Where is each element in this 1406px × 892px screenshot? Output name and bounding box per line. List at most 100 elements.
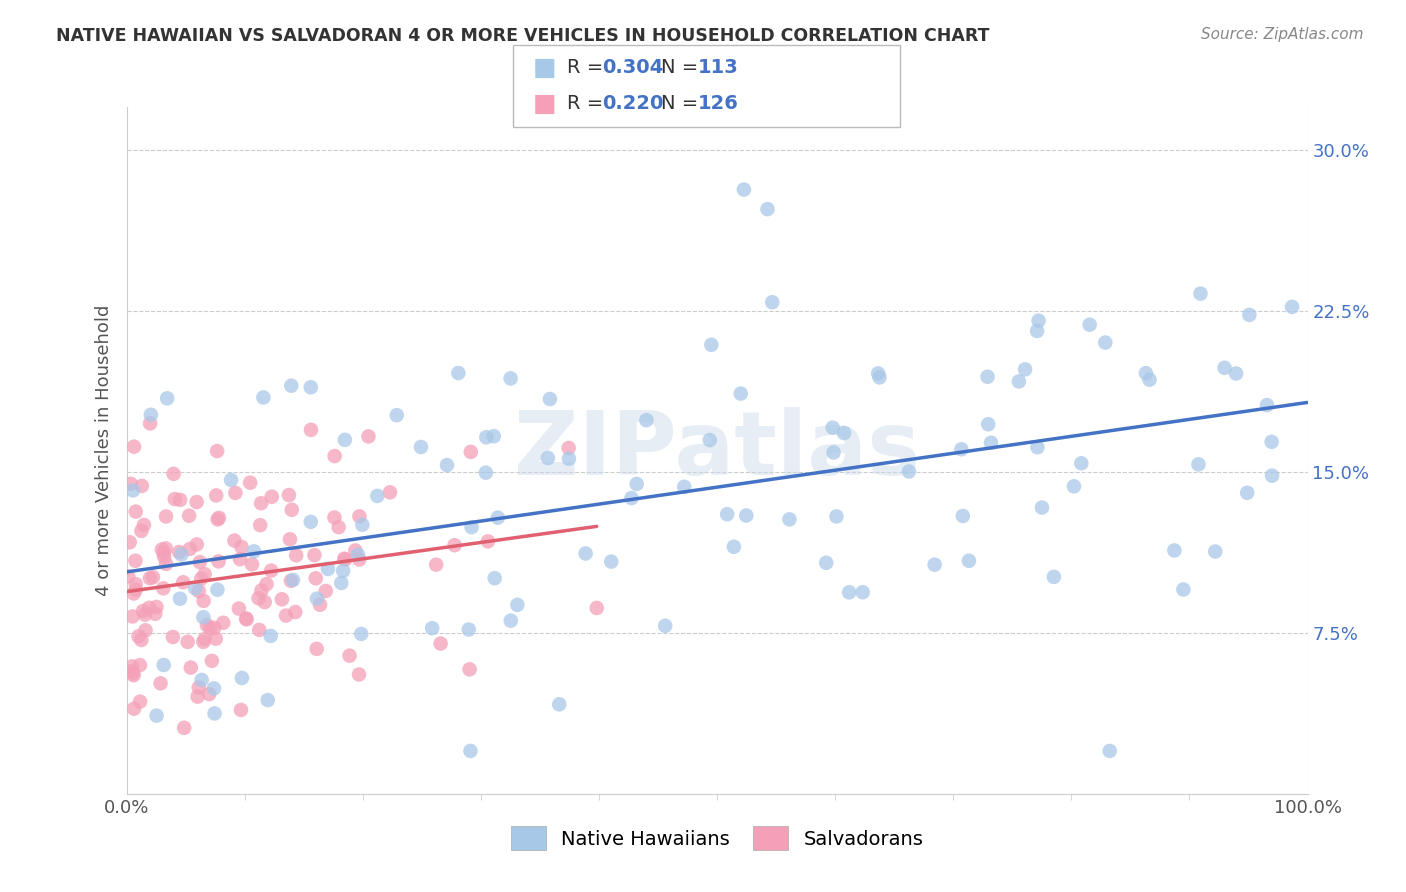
Point [347, 552, 370, 566]
Point [756, 202, 779, 216]
Text: N =: N = [661, 58, 704, 77]
Text: 113: 113 [697, 58, 738, 77]
Point [200, 621, 222, 635]
Point [284, 605, 307, 619]
Point [626, 477, 648, 491]
Point [278, 533, 301, 547]
Point [153, 549, 176, 564]
Y-axis label: 4 or more Vehicles in Household: 4 or more Vehicles in Household [94, 305, 112, 596]
Point [260, 564, 283, 578]
Point [247, 591, 270, 606]
Text: 0.304: 0.304 [602, 58, 664, 77]
Point [868, 367, 890, 381]
Point [333, 551, 356, 566]
Point [825, 509, 848, 524]
Point [250, 583, 273, 598]
Point [150, 542, 173, 557]
Point [122, 440, 145, 454]
Legend: Native Hawaiians, Salvadorans: Native Hawaiians, Salvadorans [501, 816, 934, 860]
Point [122, 666, 145, 681]
Point [121, 609, 143, 624]
Point [231, 540, 253, 554]
Point [162, 467, 184, 481]
Point [447, 366, 470, 380]
Point [436, 458, 458, 472]
Point [204, 632, 226, 646]
Point [239, 475, 262, 490]
Point [186, 495, 208, 509]
Point [194, 567, 217, 582]
Point [366, 489, 388, 503]
Point [256, 693, 278, 707]
Point [247, 623, 270, 637]
Point [207, 582, 229, 597]
Point [229, 552, 252, 566]
Point [274, 608, 297, 623]
Point [1239, 308, 1261, 322]
Point [152, 582, 174, 596]
Point [486, 510, 509, 524]
Point [145, 599, 167, 614]
Point [475, 430, 498, 444]
Point [135, 624, 157, 638]
Point [281, 573, 304, 587]
Point [152, 658, 174, 673]
Point [190, 673, 212, 687]
Text: R =: R = [567, 58, 609, 77]
Point [179, 541, 201, 556]
Point [138, 600, 160, 615]
Point [117, 569, 139, 583]
Point [134, 607, 156, 622]
Point [538, 392, 561, 406]
Point [316, 562, 339, 576]
Point [852, 585, 875, 599]
Point [207, 554, 229, 568]
Point [285, 549, 308, 563]
Point [142, 570, 165, 584]
Point [733, 183, 755, 197]
Point [315, 584, 337, 599]
Point [139, 408, 162, 422]
Point [730, 386, 752, 401]
Point [1236, 485, 1258, 500]
Point [1204, 544, 1226, 558]
Point [537, 450, 560, 465]
Point [347, 667, 370, 681]
Point [1014, 362, 1036, 376]
Point [499, 371, 522, 385]
Point [898, 465, 921, 479]
Point [198, 687, 221, 701]
Point [443, 538, 465, 552]
Point [328, 520, 350, 534]
Point [231, 671, 253, 685]
Point [778, 512, 800, 526]
Point [179, 508, 201, 523]
Point [1078, 318, 1101, 332]
Text: R =: R = [567, 95, 609, 113]
Point [195, 618, 218, 632]
Point [271, 592, 294, 607]
Point [143, 607, 166, 621]
Point [205, 444, 228, 458]
Point [256, 577, 278, 591]
Point [1026, 324, 1049, 338]
Point [240, 558, 263, 572]
Point [169, 492, 191, 507]
Point [304, 548, 326, 562]
Point [131, 479, 153, 493]
Point [924, 558, 946, 572]
Point [1173, 582, 1195, 597]
Point [184, 581, 207, 595]
Text: ■: ■ [533, 55, 557, 79]
Point [976, 369, 998, 384]
Point [700, 338, 723, 352]
Point [420, 621, 443, 635]
Point [163, 491, 186, 506]
Point [344, 543, 367, 558]
Text: ■: ■ [533, 92, 557, 116]
Point [201, 654, 224, 668]
Point [187, 690, 209, 704]
Point [127, 629, 149, 643]
Point [585, 601, 607, 615]
Point [1163, 543, 1185, 558]
